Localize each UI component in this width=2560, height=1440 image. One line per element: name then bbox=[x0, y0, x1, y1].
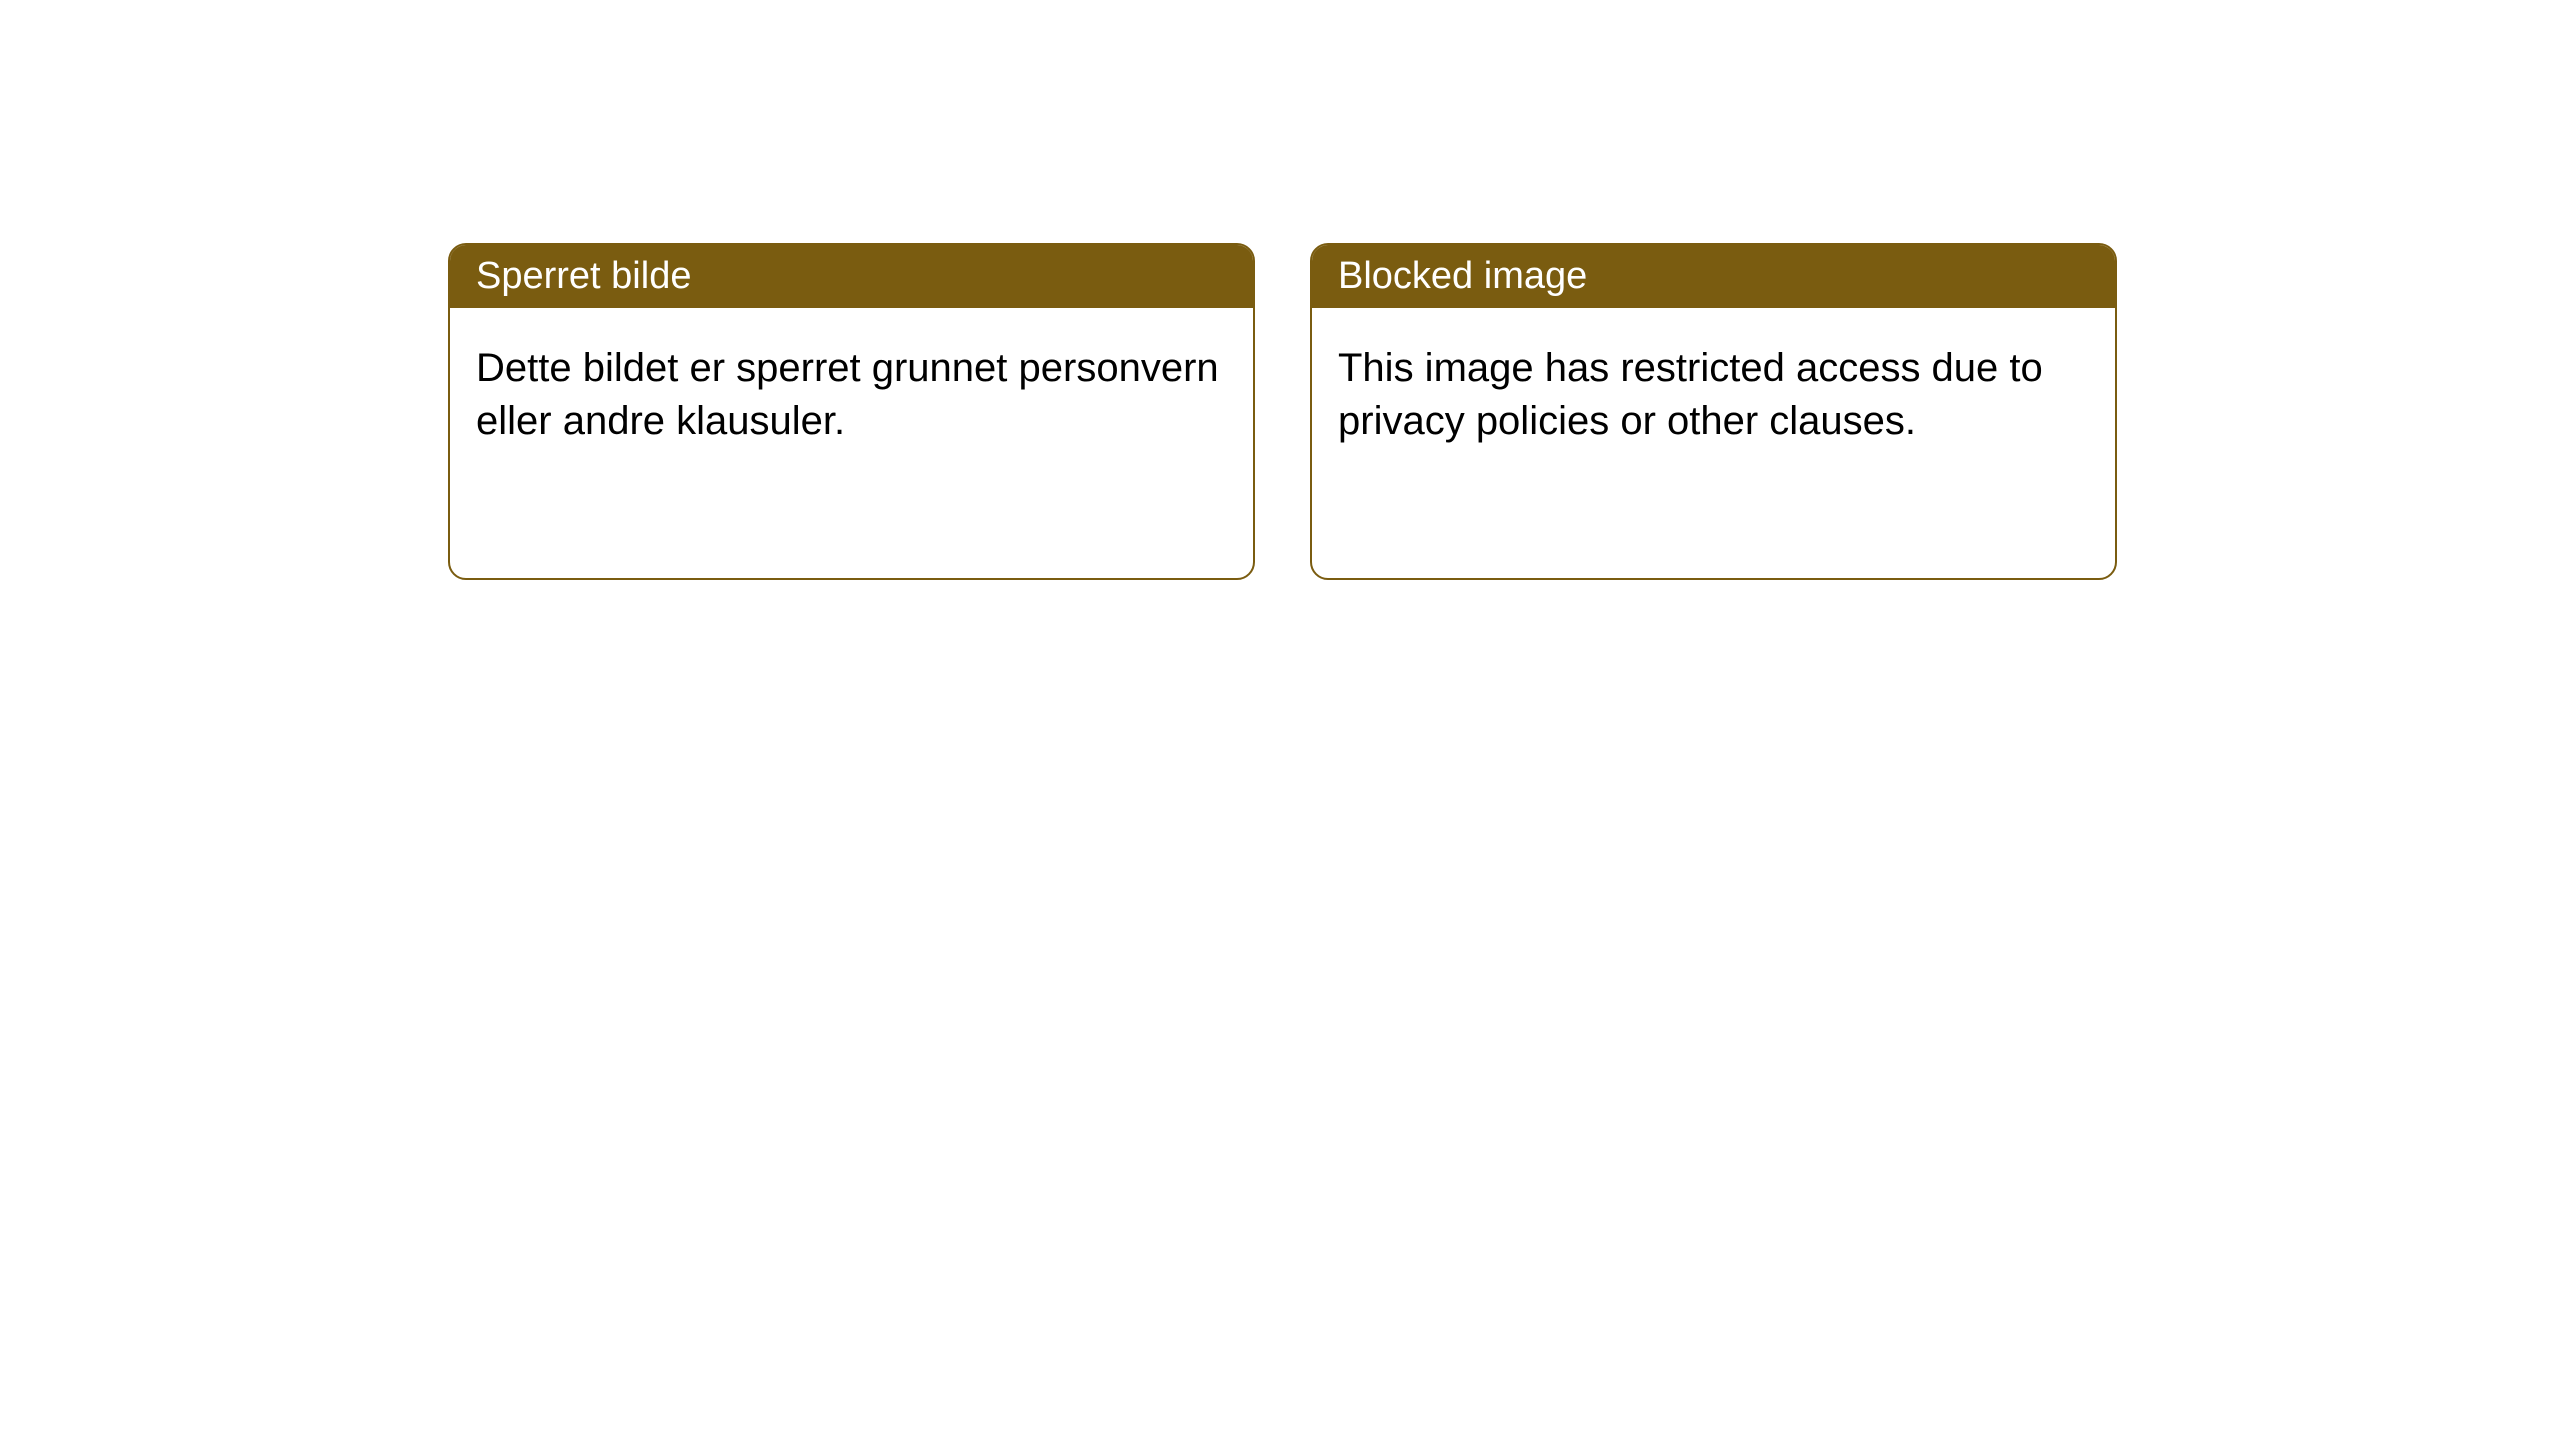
card-body-text: This image has restricted access due to … bbox=[1338, 346, 2043, 443]
card-title: Sperret bilde bbox=[476, 255, 691, 297]
card-body: This image has restricted access due to … bbox=[1312, 308, 2115, 482]
card-body: Dette bildet er sperret grunnet personve… bbox=[450, 308, 1253, 482]
card-header: Blocked image bbox=[1312, 245, 2115, 308]
blocked-image-card-norwegian: Sperret bilde Dette bildet er sperret gr… bbox=[448, 243, 1255, 580]
notice-cards-container: Sperret bilde Dette bildet er sperret gr… bbox=[0, 0, 2560, 580]
card-body-text: Dette bildet er sperret grunnet personve… bbox=[476, 346, 1219, 443]
card-title: Blocked image bbox=[1338, 255, 1587, 297]
card-header: Sperret bilde bbox=[450, 245, 1253, 308]
blocked-image-card-english: Blocked image This image has restricted … bbox=[1310, 243, 2117, 580]
